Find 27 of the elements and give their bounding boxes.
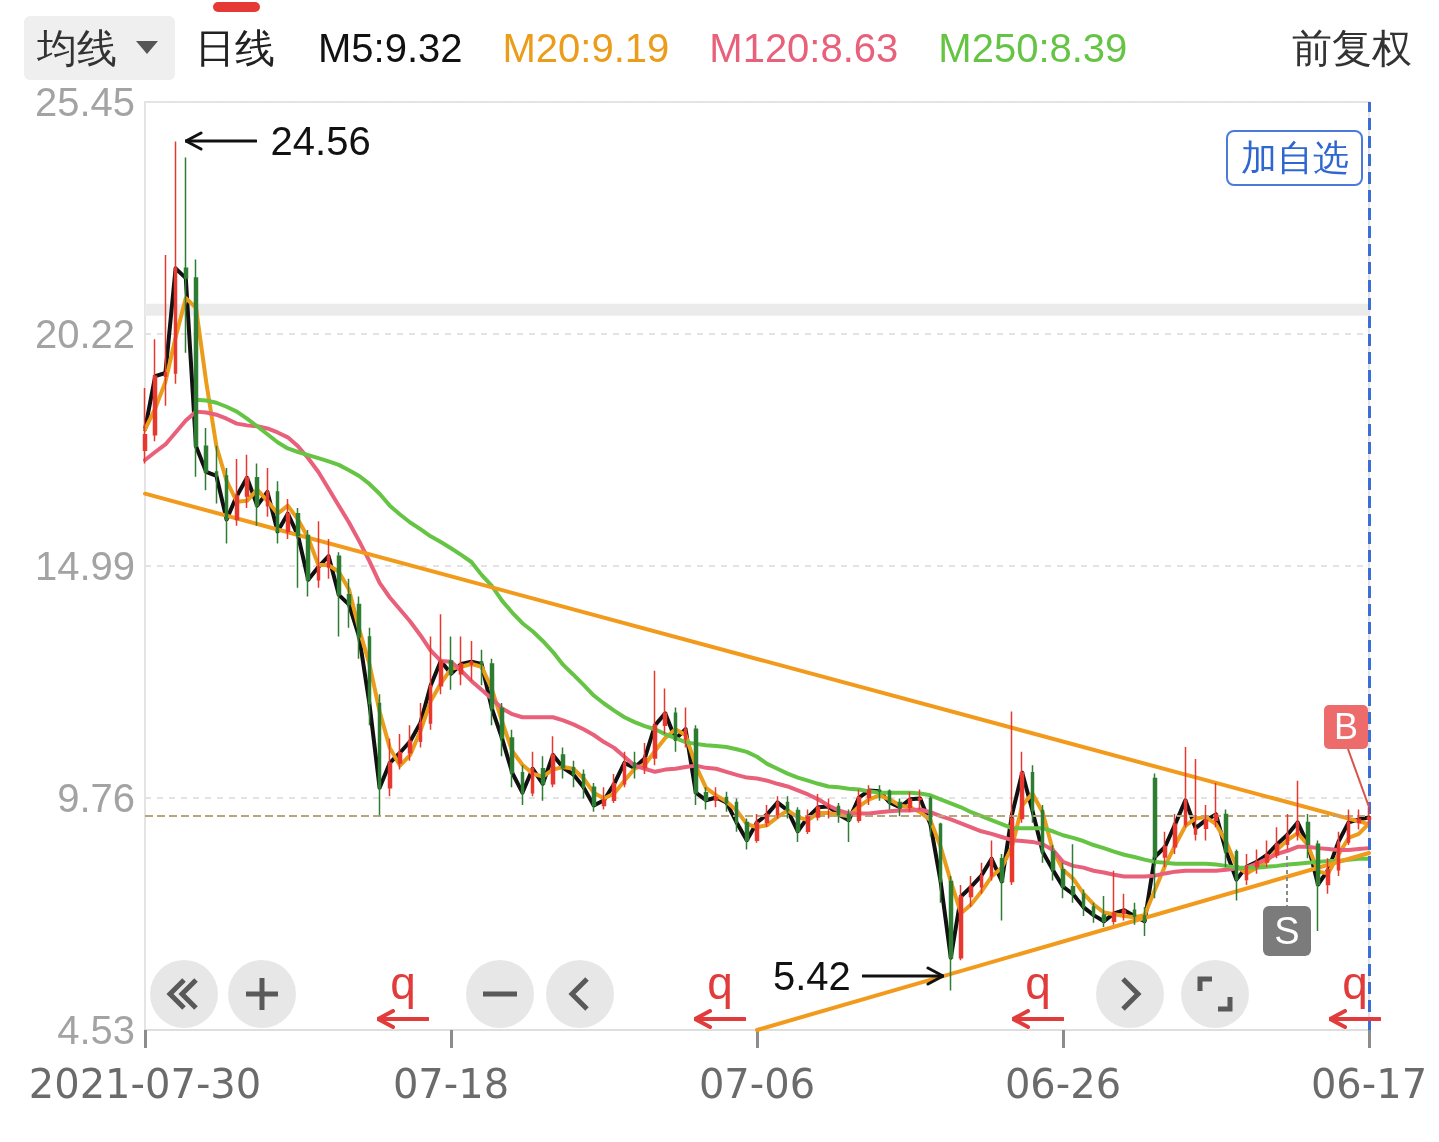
tag: B: [1324, 705, 1371, 810]
y-tick-label: 20.22: [34, 312, 135, 356]
y-tick-label: 9.76: [57, 776, 135, 820]
y-tick-label: 14.99: [34, 544, 135, 588]
text: 日线: [195, 25, 275, 71]
x-tick-label: 2021-07-30: [28, 1061, 262, 1107]
x-tick-label: 07-06: [698, 1061, 816, 1107]
annotation: q: [389, 957, 417, 1009]
x-tick-label: 06-26: [1004, 1061, 1122, 1107]
text: M120:8.63: [709, 26, 899, 70]
text: M250:8.39: [938, 26, 1128, 70]
x-tick-label: 06-17: [1310, 1061, 1428, 1107]
text: 前复权: [1292, 25, 1412, 71]
annotation: B: [1324, 705, 1368, 750]
watchlist-button: 加自选: [1226, 130, 1363, 186]
annotation: S: [1263, 906, 1311, 956]
text: M20:9.19: [502, 26, 670, 70]
annotation: 5.42: [772, 952, 851, 999]
dropdown-button: 均线: [24, 16, 175, 80]
annotation: q: [1024, 957, 1052, 1009]
text: M5:9.32: [318, 26, 463, 70]
y-tick-label: 4.53: [57, 1008, 135, 1052]
annotation: q: [706, 957, 734, 1009]
annotation: 24.56: [270, 118, 371, 165]
x-tick-label: 07-18: [392, 1061, 510, 1107]
annotation: q: [1341, 957, 1369, 1009]
y-tick-label: 25.45: [34, 80, 135, 124]
